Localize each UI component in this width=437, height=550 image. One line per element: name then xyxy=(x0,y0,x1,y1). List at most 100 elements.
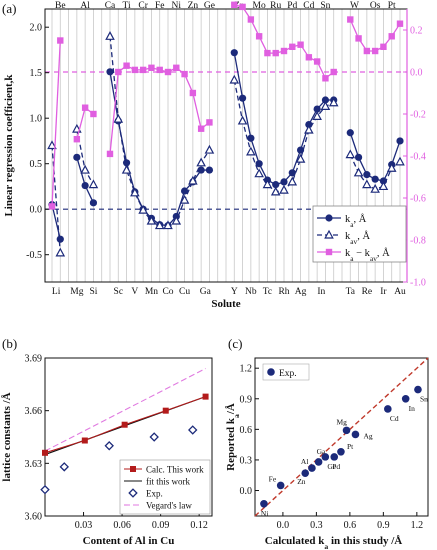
data-point-diff xyxy=(297,41,304,48)
data-point-kav xyxy=(246,146,256,156)
data-point-diff xyxy=(48,203,56,210)
legend-label-diff: ka − kav, Å xyxy=(345,247,390,263)
data-point-kav xyxy=(295,153,306,163)
y-tick-label: 0.3 xyxy=(240,455,253,466)
data-point-kav xyxy=(80,164,90,174)
data-point-ka xyxy=(197,166,205,174)
data-point-ka xyxy=(354,153,363,161)
y-axis-title: Linear regression coefficient,k xyxy=(3,74,15,217)
legend-swatch-marker xyxy=(267,368,275,376)
x-tick-label-bottom: Re xyxy=(362,287,373,297)
data-point-ka xyxy=(106,68,114,76)
y2-tick-label: 0.2 xyxy=(410,26,423,37)
data-point xyxy=(308,464,316,472)
x-tick-label-top: Fe xyxy=(155,1,165,11)
x-tick-label-bottom: Y xyxy=(231,287,238,297)
data-point-ka xyxy=(371,175,379,183)
data-point-kav xyxy=(395,156,405,166)
data-point-ka xyxy=(89,199,98,207)
data-point-diff xyxy=(247,16,255,23)
panel-b: 0.03 0.06 0.09 0.12 3.60 3.63 3.66 3.69 Content … xyxy=(1,336,213,547)
y-tick-label: 3.60 xyxy=(25,512,43,523)
data-point-kav xyxy=(370,183,380,193)
data-point-kav xyxy=(320,101,331,110)
data-point-ka xyxy=(321,96,330,104)
data-point-diff xyxy=(347,16,354,23)
x-tick-label: 0.03 xyxy=(75,520,93,531)
x-tick-label-top: Be xyxy=(55,1,66,11)
y-tick-label: 1.2 xyxy=(240,364,253,375)
data-point-kav xyxy=(179,194,190,204)
data-point-kav xyxy=(270,186,281,196)
panel-label: (c) xyxy=(228,336,242,351)
data-point-kav xyxy=(229,74,240,84)
data-point-kav xyxy=(353,167,364,177)
x-tick-label-bottom: Ir xyxy=(380,287,387,297)
data-point-kav xyxy=(378,181,389,191)
data-point-kav xyxy=(386,162,397,172)
data-point xyxy=(276,481,285,490)
data-point-calc xyxy=(81,437,88,444)
x-tick-label-bottom: Rh xyxy=(278,287,289,297)
x-tick-label-top: Cd xyxy=(303,1,314,11)
y2-tick-label: 0.0 xyxy=(410,68,423,79)
y2-tick-label: -0.6 xyxy=(410,194,426,205)
data-point-diff xyxy=(115,68,122,76)
y2-tick-label: -0.4 xyxy=(410,152,426,163)
data-point-diff xyxy=(380,43,387,50)
point-label: Pt xyxy=(347,442,354,451)
data-point-diff xyxy=(355,35,362,42)
data-point-ka xyxy=(122,159,131,167)
data-point-kav xyxy=(88,179,99,189)
x-tick-label: 0.6 xyxy=(344,520,357,531)
data-point-kav xyxy=(204,144,215,154)
point-label: Pd xyxy=(332,462,340,471)
data-point-diff xyxy=(255,33,263,40)
point-label: Fe xyxy=(269,474,277,483)
data-point-diff xyxy=(57,37,64,44)
data-point-diff xyxy=(181,70,188,78)
data-point-kav xyxy=(345,149,356,159)
data-point-kav xyxy=(121,164,132,174)
data-point xyxy=(321,453,330,461)
data-point xyxy=(330,453,339,461)
point-label: Ge xyxy=(327,462,336,471)
x-tick-label-top: Ca xyxy=(105,1,116,11)
data-point xyxy=(401,394,410,403)
data-point-ka xyxy=(363,171,371,179)
legend-swatch-marker xyxy=(128,488,138,498)
y-tick-label: 1.5 xyxy=(30,68,43,79)
y2-tick-label: -1.0 xyxy=(410,278,426,289)
data-point-diff xyxy=(148,64,155,71)
y-tick-label: 3.66 xyxy=(25,406,43,417)
y-tick-label: 0.0 xyxy=(240,486,253,497)
data-point-kav xyxy=(130,187,140,197)
data-point-ka xyxy=(230,49,238,57)
data-point xyxy=(337,447,345,456)
point-label: Ni xyxy=(261,509,269,518)
x-tick-label: 1.2 xyxy=(411,520,424,531)
y-tick-label: -0.5 xyxy=(26,250,42,261)
legend-swatch-marker xyxy=(325,214,333,222)
data-point-diff xyxy=(73,136,81,143)
x-tick-label-top: W xyxy=(350,1,359,11)
data-point-kav xyxy=(113,113,124,123)
point-label: Sn xyxy=(420,395,428,404)
x-tick-label: 0.3 xyxy=(310,520,323,531)
x-tick-label-bottom: Mn xyxy=(145,287,158,297)
data-point-ka xyxy=(313,105,321,113)
data-point-kav xyxy=(287,176,298,186)
data-point-kav xyxy=(312,111,322,120)
x-axis-title: Solute xyxy=(211,298,240,310)
data-point-exp xyxy=(104,441,114,451)
series-line xyxy=(51,145,61,253)
point-label: Zn xyxy=(297,477,306,486)
data-point-kav xyxy=(47,140,57,150)
point-label: Mg xyxy=(337,417,348,426)
x-tick-label: 0.9 xyxy=(377,520,390,531)
data-point-ka xyxy=(247,134,255,142)
x-tick-label-top: Ge xyxy=(204,1,215,11)
data-point-kav xyxy=(188,175,198,185)
x-tick-label: 0.09 xyxy=(152,520,170,531)
